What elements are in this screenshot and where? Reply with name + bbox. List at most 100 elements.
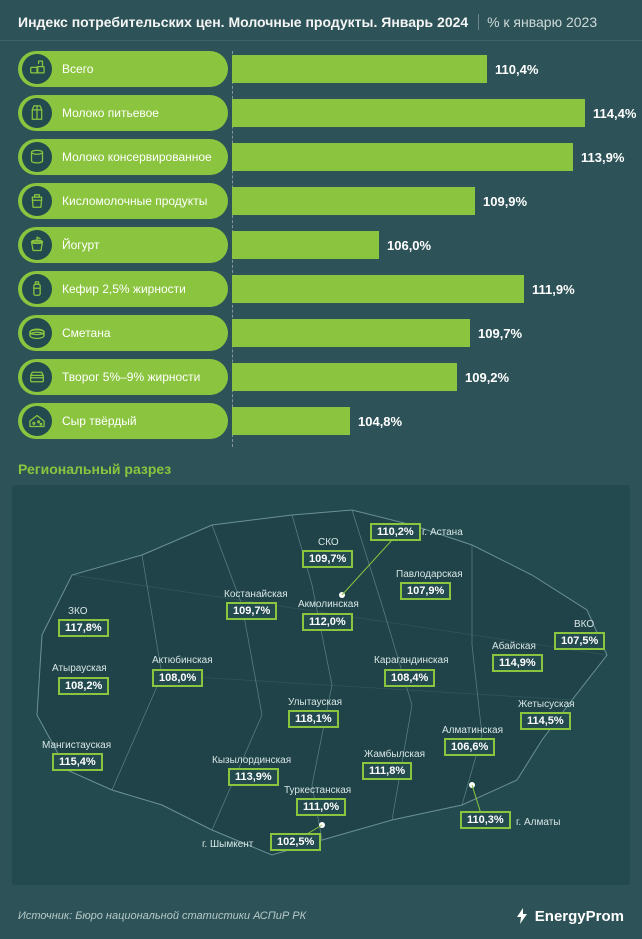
- region-value: 113,9%: [228, 768, 279, 786]
- region-value: 110,2%: [370, 523, 421, 541]
- region-value: 118,1%: [288, 710, 339, 728]
- bar-row: Молоко консервированное 113,9%: [18, 139, 624, 175]
- bar-track: 110,4%: [232, 55, 624, 83]
- bolt-icon: [513, 907, 531, 925]
- region-name: Карагандинская: [374, 655, 449, 666]
- map: ЗКО 117,8% Атырауская 108,2% Мангистауская 11…: [12, 485, 630, 885]
- region-name: Жетысуская: [518, 699, 575, 710]
- region-value: 107,9%: [400, 582, 451, 600]
- category-label: Сметана: [62, 326, 111, 340]
- category-label: Кисломолочные продукты: [62, 194, 207, 208]
- bar-value: 104,8%: [350, 407, 402, 435]
- region-name: Алматинская: [442, 725, 503, 736]
- regional-title: Региональный разрез: [0, 453, 642, 485]
- bar-track: 109,7%: [232, 319, 624, 347]
- can-icon: [22, 142, 52, 172]
- category-label: Йогурт: [62, 238, 99, 252]
- region-name: г. Шымкент: [202, 839, 253, 850]
- title: Индекс потребительских цен. Молочные про…: [18, 14, 468, 30]
- category-pill: Молоко питьевое: [18, 95, 228, 131]
- footer: Источник: Бюро национальной статистики А…: [0, 897, 642, 939]
- tvorog-icon: [22, 362, 52, 392]
- bar-row: Сметана 109,7%: [18, 315, 624, 351]
- bar-track: 106,0%: [232, 231, 624, 259]
- bar-value: 111,9%: [524, 275, 575, 303]
- bar-fill: [232, 99, 585, 127]
- region-name: Улытауская: [288, 697, 342, 708]
- region-value: 110,3%: [460, 811, 511, 829]
- region-value: 115,4%: [52, 753, 103, 771]
- category-pill: Молоко консервированное: [18, 139, 228, 175]
- region-name: ЗКО: [68, 606, 88, 617]
- bar-fill: [232, 363, 457, 391]
- bar-fill: [232, 319, 470, 347]
- bar-value: 109,7%: [470, 319, 522, 347]
- region-value: 117,8%: [58, 619, 109, 637]
- bar-fill: [232, 55, 487, 83]
- category-label: Молоко консервированное: [62, 150, 212, 164]
- bar-value: 109,2%: [457, 363, 509, 391]
- category-label: Творог 5%–9% жирности: [62, 370, 200, 384]
- region-name: Акмолинская: [298, 599, 359, 610]
- bar-chart: Всего 110,4% Молоко питьевое 114,4% Моло…: [0, 41, 642, 453]
- bar-value: 110,4%: [487, 55, 538, 83]
- region-name: Актюбинская: [152, 655, 213, 666]
- region-value: 102,5%: [270, 833, 321, 851]
- bar-row: Кисломолочные продукты 109,9%: [18, 183, 624, 219]
- region-name: ВКО: [574, 619, 594, 630]
- kefir-icon: [22, 274, 52, 304]
- bar-fill: [232, 407, 350, 435]
- category-pill: Сметана: [18, 315, 228, 351]
- bar-row: Творог 5%–9% жирности 109,2%: [18, 359, 624, 395]
- region-value: 109,7%: [226, 602, 277, 620]
- bar-track: 113,9%: [232, 143, 624, 171]
- bar-track: 104,8%: [232, 407, 624, 435]
- category-pill: Творог 5%–9% жирности: [18, 359, 228, 395]
- category-label: Сыр твёрдый: [62, 414, 137, 428]
- region-name: г. Алматы: [516, 817, 560, 828]
- cheese-icon: [22, 406, 52, 436]
- bar-track: 114,4%: [232, 99, 624, 127]
- region-value: 108,0%: [152, 669, 203, 687]
- category-pill: Кефир 2,5% жирности: [18, 271, 228, 307]
- ferment-icon: [22, 186, 52, 216]
- bar-fill: [232, 275, 524, 303]
- bar-value: 109,9%: [475, 187, 527, 215]
- bar-value: 113,9%: [573, 143, 624, 171]
- category-label: Всего: [62, 62, 93, 76]
- bar-fill: [232, 187, 475, 215]
- region-value: 107,5%: [554, 632, 605, 650]
- yogurt-icon: [22, 230, 52, 260]
- region-name: г. Астана: [422, 527, 463, 538]
- region-name: Мангистауская: [42, 740, 111, 751]
- milk-icon: [22, 98, 52, 128]
- bar-fill: [232, 231, 379, 259]
- region-value: 112,0%: [302, 613, 353, 631]
- bar-value: 114,4%: [585, 99, 636, 127]
- region-name: Жамбылская: [364, 749, 425, 760]
- bar-track: 109,9%: [232, 187, 624, 215]
- total-icon: [22, 54, 52, 84]
- region-value: 106,6%: [444, 738, 495, 756]
- category-pill: Йогурт: [18, 227, 228, 263]
- category-pill: Сыр твёрдый: [18, 403, 228, 439]
- bar-row: Кефир 2,5% жирности 111,9%: [18, 271, 624, 307]
- bar-row: Сыр твёрдый 104,8%: [18, 403, 624, 439]
- region-name: Атырауская: [52, 663, 107, 674]
- region-name: СКО: [318, 537, 339, 548]
- region-value: 111,0%: [296, 798, 346, 816]
- region-name: Костанайская: [224, 589, 288, 600]
- smetana-icon: [22, 318, 52, 348]
- brand-logo: EnergyProm: [513, 907, 624, 925]
- category-label: Молоко питьевое: [62, 106, 159, 120]
- region-value: 114,5%: [520, 712, 571, 730]
- bar-row: Йогурт 106,0%: [18, 227, 624, 263]
- region-value: 108,2%: [58, 677, 109, 695]
- bar-row: Всего 110,4%: [18, 51, 624, 87]
- source-text: Источник: Бюро национальной статистики А…: [18, 910, 306, 922]
- category-pill: Всего: [18, 51, 228, 87]
- header: Индекс потребительских цен. Молочные про…: [0, 0, 642, 41]
- region-name: Абайская: [492, 641, 536, 652]
- bar-track: 109,2%: [232, 363, 624, 391]
- region-value: 108,4%: [384, 669, 435, 687]
